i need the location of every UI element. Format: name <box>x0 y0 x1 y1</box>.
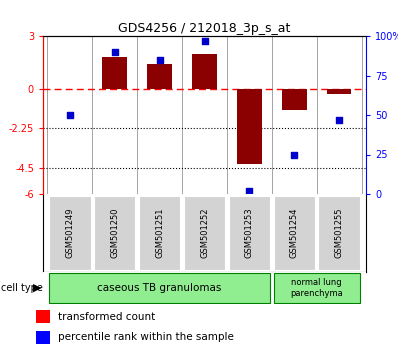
Point <box>246 188 253 194</box>
FancyBboxPatch shape <box>94 195 135 270</box>
Point <box>336 117 342 122</box>
Text: cell type: cell type <box>1 283 43 293</box>
FancyBboxPatch shape <box>273 195 315 270</box>
FancyBboxPatch shape <box>49 273 270 303</box>
Bar <box>237 88 262 164</box>
Point <box>111 49 118 55</box>
Text: percentile rank within the sample: percentile rank within the sample <box>58 332 234 342</box>
Text: GSM501254: GSM501254 <box>290 208 299 258</box>
FancyBboxPatch shape <box>184 195 225 270</box>
Bar <box>192 53 217 88</box>
Text: GSM501250: GSM501250 <box>110 208 119 258</box>
FancyBboxPatch shape <box>139 195 180 270</box>
Text: GSM501251: GSM501251 <box>155 208 164 258</box>
Bar <box>102 57 127 88</box>
Text: ▶: ▶ <box>33 283 41 293</box>
FancyBboxPatch shape <box>229 195 270 270</box>
Text: GSM501252: GSM501252 <box>200 208 209 258</box>
Point <box>156 57 163 63</box>
FancyBboxPatch shape <box>49 195 91 270</box>
Point <box>67 112 73 118</box>
Bar <box>36 331 50 344</box>
Text: normal lung
parenchyma: normal lung parenchyma <box>290 278 343 298</box>
Bar <box>282 88 306 110</box>
Bar <box>147 64 172 88</box>
Title: GDS4256 / 212018_3p_s_at: GDS4256 / 212018_3p_s_at <box>118 22 291 35</box>
Bar <box>327 88 351 94</box>
Text: GSM501249: GSM501249 <box>65 208 74 258</box>
Text: GSM501255: GSM501255 <box>335 208 343 258</box>
Text: GSM501253: GSM501253 <box>245 208 254 258</box>
Point <box>201 38 208 44</box>
Text: caseous TB granulomas: caseous TB granulomas <box>98 283 222 293</box>
Text: transformed count: transformed count <box>58 312 155 321</box>
FancyBboxPatch shape <box>273 273 360 303</box>
Bar <box>36 310 50 323</box>
Point <box>291 152 297 157</box>
FancyBboxPatch shape <box>318 195 360 270</box>
